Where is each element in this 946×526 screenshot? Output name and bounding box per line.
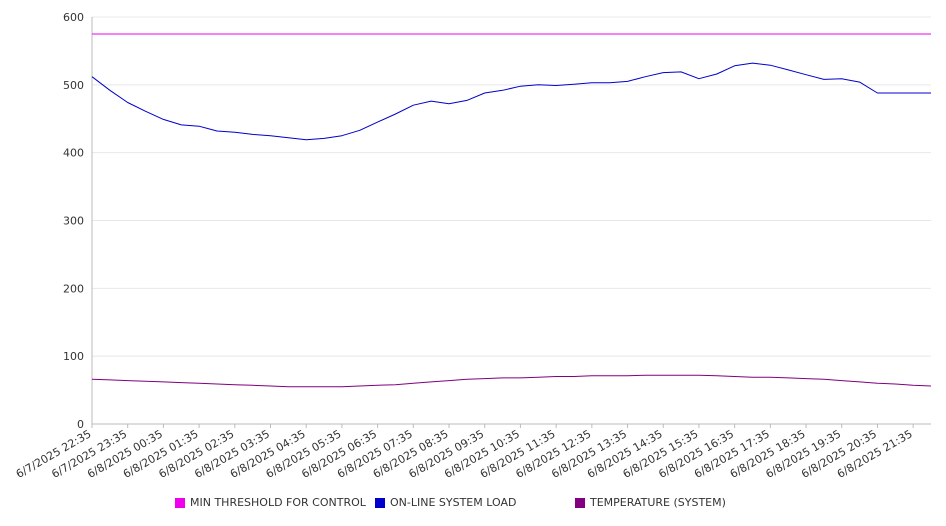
y-tick-label: 300	[63, 215, 84, 228]
y-axis-tick-labels: 0 100 200 300 400 500 600	[63, 11, 84, 431]
y-tick-label: 400	[63, 147, 84, 160]
y-tick-label: 0	[77, 418, 84, 431]
y-tick-label: 200	[63, 282, 84, 295]
legend-item-system-load: ON-LINE SYSTEM LOAD	[375, 496, 516, 509]
x-axis-tick-labels: 6/7/2025 22:356/7/2025 23:356/8/2025 00:…	[14, 427, 915, 481]
legend-label-system-load: ON-LINE SYSTEM LOAD	[390, 496, 517, 509]
chart-axes	[91, 17, 931, 428]
y-tick-label: 600	[63, 11, 84, 24]
series-line-on-line-system-load	[91, 62, 931, 141]
legend-item-min-threshold: MIN THRESHOLD FOR CONTROL	[175, 496, 366, 509]
y-tick-label: 100	[63, 350, 84, 363]
y-tick-label: 500	[63, 79, 84, 92]
legend-swatch-system-load	[375, 497, 385, 508]
chart-legend: MIN THRESHOLD FOR CONTROL ON-LINE SYSTEM…	[0, 496, 946, 516]
series-lines	[91, 33, 932, 388]
legend-item-temperature: TEMPERATURE (SYSTEM)	[575, 496, 726, 509]
series-line-temperature-system	[91, 374, 932, 388]
legend-label-temperature: TEMPERATURE (SYSTEM)	[590, 496, 726, 509]
grid-lines	[92, 16, 931, 357]
legend-label-min-threshold: MIN THRESHOLD FOR CONTROL	[190, 496, 366, 509]
legend-swatch-min-threshold	[175, 497, 185, 508]
legend-swatch-temperature	[575, 497, 585, 508]
